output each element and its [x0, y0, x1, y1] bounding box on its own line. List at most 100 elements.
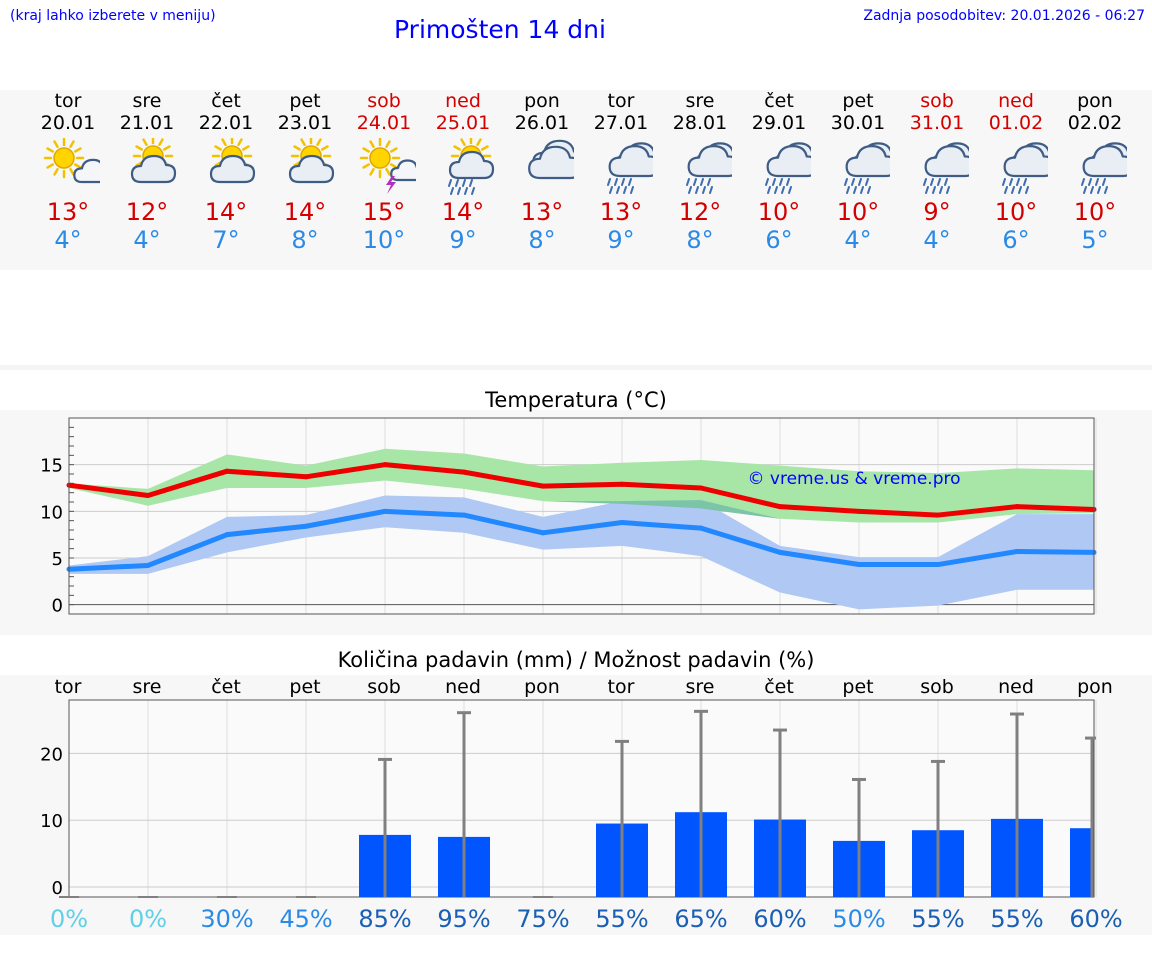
temp-min: 8° [291, 226, 319, 254]
max-temp-line-point [540, 483, 546, 489]
min-temp-line-point [619, 520, 625, 526]
plot-frame [68, 699, 1095, 898]
temp-min: 4° [844, 226, 872, 254]
min-temp-line-point [698, 525, 704, 531]
temp-min: 7° [212, 226, 240, 254]
min-temp-line-point [382, 508, 388, 514]
temp-max: 10° [757, 198, 801, 226]
day-name: tor [607, 90, 635, 112]
max-temp-line-point [224, 468, 230, 474]
x-category-label: ned [998, 676, 1034, 698]
min-temp-line-point [856, 562, 862, 568]
x-category-label: sre [686, 676, 715, 698]
precip-probability: 45% [279, 905, 332, 933]
min-temp-line-point [461, 512, 467, 518]
cloud-icon [528, 139, 574, 180]
temp-min: 6° [1002, 226, 1030, 254]
day-date: 20.01 [40, 112, 96, 134]
cloud-rain-icon [765, 142, 811, 194]
y-tick-label: 10 [40, 811, 63, 832]
x-category-label: tor [55, 676, 82, 698]
cloud-rain-icon [1002, 142, 1048, 194]
location-hint: (kraj lahko izberete v meniju) [10, 8, 216, 24]
temp-min: 9° [607, 226, 635, 254]
max-temp-line-point [303, 474, 309, 480]
temp-max: 9° [923, 198, 951, 226]
max-temp-line-point [777, 504, 783, 510]
x-category-label: čet [211, 676, 241, 698]
temp-max: 13° [599, 198, 643, 226]
day-date: 25.01 [435, 112, 491, 134]
precip-probability: 75% [516, 905, 569, 933]
min-temp-line-point [540, 530, 546, 536]
cloud-rain-icon [607, 142, 653, 194]
min-temp-line-point [303, 523, 309, 529]
page-title: Primošten 14 dni [394, 15, 606, 44]
day-name: pet [842, 90, 874, 112]
temp-min: 8° [528, 226, 556, 254]
x-category-label: pet [289, 676, 320, 698]
day-date: 31.01 [909, 112, 965, 134]
separator [0, 365, 1152, 370]
min-temp-line [68, 508, 1095, 572]
day-name: pet [289, 90, 321, 112]
y-tick-label: 15 [40, 456, 63, 477]
y-tick-label: 10 [40, 502, 63, 523]
sun-thunder-icon [359, 138, 416, 194]
cloud-rain-icon [686, 142, 732, 194]
cloud-rain-icon [844, 142, 890, 194]
day-name: sob [920, 90, 954, 112]
precip-probability: 55% [595, 905, 648, 933]
cloud-rain-icon [923, 142, 969, 194]
temp-max: 14° [283, 198, 327, 226]
day-name: pon [524, 90, 560, 112]
day-name: ned [998, 90, 1034, 112]
temp-max: 13° [46, 198, 90, 226]
temp-min: 10° [362, 226, 406, 254]
temp-min: 5° [1081, 226, 1109, 254]
plot-frame [68, 417, 1095, 615]
temp-chart-title: Temperatura (°C) [485, 388, 667, 412]
temp-min: 8° [686, 226, 714, 254]
max-temp-line-point [1014, 504, 1020, 510]
precip-bar [1070, 828, 1094, 897]
precip-probability: 85% [358, 905, 411, 933]
precip-probability: 95% [437, 905, 490, 933]
precip-probability: 55% [911, 905, 964, 933]
overlap-band [69, 480, 1094, 523]
precip-probability: 0% [50, 905, 88, 933]
day-date: 28.01 [672, 112, 728, 134]
day-name: ned [445, 90, 481, 112]
x-category-label: pon [524, 676, 560, 698]
temp-max: 14° [204, 198, 248, 226]
temp-min: 9° [449, 226, 477, 254]
day-name: tor [54, 90, 82, 112]
day-date: 22.01 [198, 112, 254, 134]
temp-min: 6° [765, 226, 793, 254]
cloud-rain-icon [1081, 142, 1127, 194]
forecast-strip-background [0, 90, 1152, 270]
max-temp-line-point [935, 512, 941, 518]
min-temp-line-point [935, 562, 941, 568]
min-temp-line-point [777, 549, 783, 555]
x-category-label: čet [764, 676, 794, 698]
y-tick-label: 20 [40, 744, 63, 765]
sun-behind-cloud-icon [288, 138, 335, 184]
temp-min: 4° [133, 226, 161, 254]
temp-min: 4° [923, 226, 951, 254]
temp-max: 14° [441, 198, 485, 226]
max-temp-line-point [145, 492, 151, 498]
day-name: sre [685, 90, 715, 112]
sun-rain-icon [448, 138, 495, 195]
max-temp-line [68, 462, 1095, 518]
precip-probability: 65% [674, 905, 727, 933]
max-temp-line-point [856, 508, 862, 514]
sun-cloud-icon [43, 138, 100, 184]
temp-max: 12° [125, 198, 169, 226]
y-tick-label: 0 [52, 878, 63, 899]
temp-max: 10° [1073, 198, 1117, 226]
day-name: sob [367, 90, 401, 112]
temp-max: 12° [678, 198, 722, 226]
min-temp-line-point [145, 562, 151, 568]
day-date: 24.01 [356, 112, 412, 134]
